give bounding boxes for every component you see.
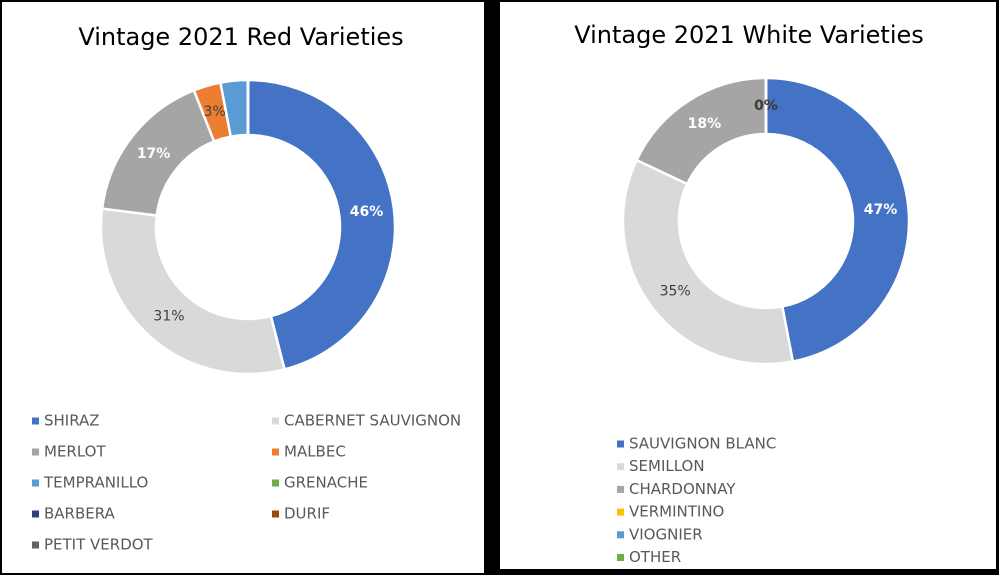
legend-swatch	[32, 448, 39, 456]
donut-slice	[621, 158, 795, 366]
legend-swatch	[272, 510, 279, 518]
legend-swatch	[617, 463, 624, 471]
legend-swatch	[617, 508, 624, 516]
legend-label: SHIRAZ	[44, 412, 100, 430]
legend-swatch	[272, 448, 279, 456]
legend-label: CABERNET SAUVIGNON	[284, 412, 461, 430]
data-label: 0%	[754, 98, 778, 114]
legend-swatch	[617, 554, 624, 561]
legend-swatch	[617, 485, 624, 493]
legend-swatch	[617, 440, 624, 448]
data-label: 31%	[153, 309, 184, 325]
legend-label: OTHER	[629, 548, 681, 566]
legend-label: CHARDONNAY	[629, 480, 736, 498]
data-label: 47%	[864, 202, 898, 218]
legend-label: DURIF	[284, 505, 330, 523]
legend-swatch	[32, 417, 39, 425]
legend-swatch	[272, 417, 279, 425]
legend-label: MALBEC	[284, 443, 346, 461]
legend-swatch	[32, 510, 39, 518]
legend-label: SEMILLON	[629, 457, 705, 475]
data-label: 17%	[137, 146, 171, 162]
donut-slice	[246, 78, 397, 371]
legend-label: BARBERA	[44, 505, 116, 523]
legend-label: PETIT VERDOT	[44, 536, 154, 554]
chart-title: Vintage 2021 Red Varieties	[78, 23, 403, 51]
chart-title: Vintage 2021 White Varieties	[574, 21, 924, 49]
legend-label: SAUVIGNON BLANC	[629, 435, 776, 453]
donut-slice	[764, 76, 911, 363]
legend-label: GRENACHE	[284, 474, 368, 492]
legend-label: VERMINTINO	[629, 503, 724, 521]
legend-swatch	[617, 531, 624, 539]
legend-label: VIOGNIER	[629, 525, 703, 543]
legend-swatch	[32, 541, 39, 549]
data-label: 3%	[204, 104, 226, 120]
legend-swatch	[272, 479, 279, 487]
data-label: 35%	[660, 283, 691, 299]
donut-slice	[99, 207, 287, 376]
data-label: 18%	[688, 116, 722, 132]
legend-swatch	[32, 479, 39, 487]
legend-label: MERLOT	[44, 443, 106, 461]
legend-label: TEMPRANILLO	[43, 474, 148, 492]
data-label: 46%	[350, 204, 384, 220]
